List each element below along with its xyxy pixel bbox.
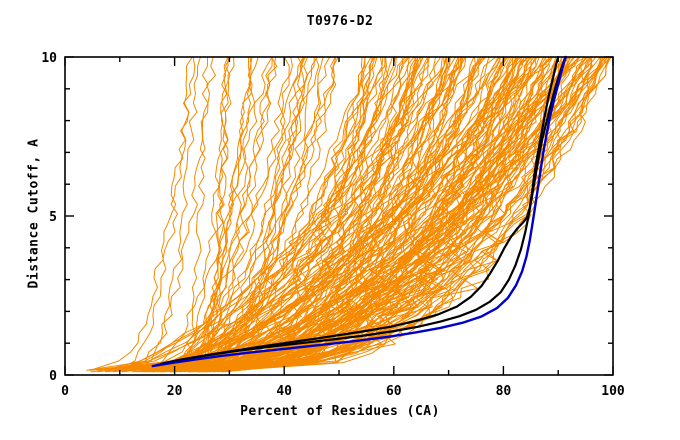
y-tick-label: 5 bbox=[49, 210, 57, 225]
chart-title: T0976-D2 bbox=[306, 14, 374, 29]
x-tick-label: 80 bbox=[496, 384, 512, 399]
x-tick-label: 60 bbox=[386, 384, 402, 399]
x-tick-label: 0 bbox=[61, 384, 69, 399]
x-axis-label: Percent of Residues (CA) bbox=[240, 404, 440, 419]
x-tick-label: 100 bbox=[601, 384, 625, 399]
x-tick-label: 40 bbox=[276, 384, 292, 399]
y-tick-label: 0 bbox=[49, 369, 57, 384]
axes-layer bbox=[64, 56, 614, 376]
background-model-curves bbox=[86, 56, 613, 373]
y-tick-label: 10 bbox=[41, 51, 57, 66]
x-tick-label: 20 bbox=[167, 384, 183, 399]
axis-tick-labels: 0 20 40 60 80 100 0 5 10 bbox=[41, 51, 625, 399]
highlighted-reference-curves bbox=[151, 55, 568, 368]
